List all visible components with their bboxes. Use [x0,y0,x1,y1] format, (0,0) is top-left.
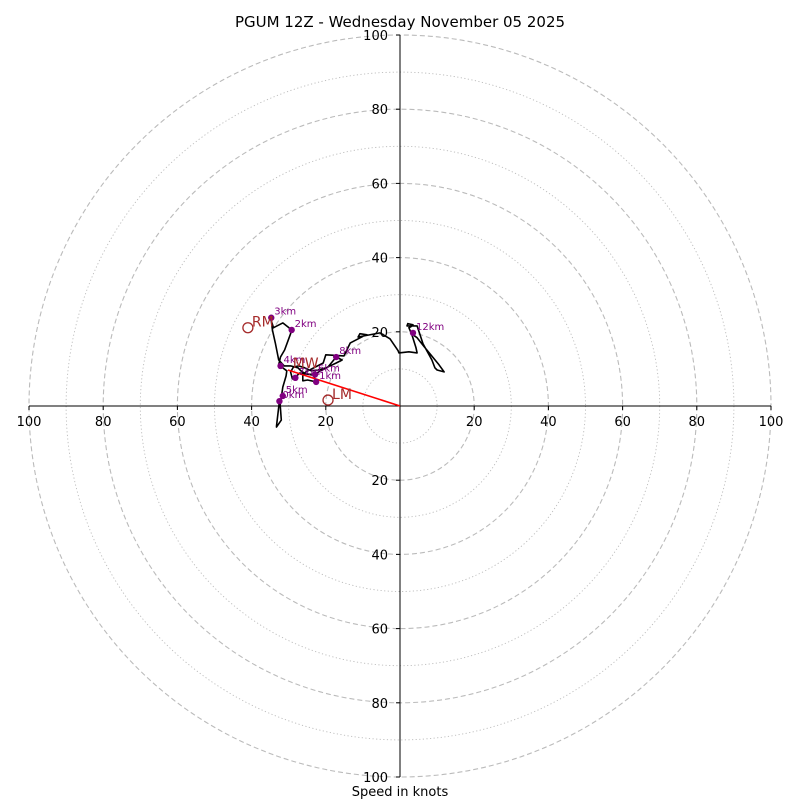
x-tick-label: 80 [95,415,112,430]
x-axis-label: Speed in knots [352,785,449,800]
km-label-12km: 12km [416,322,444,333]
km-marker-2km [288,326,295,334]
km-marker-8km [332,353,340,361]
tick-labels: 100 80 60 40 20 20 40 60 80 100100806040202040608… [17,29,784,786]
storm-motion-label-rm: RM [252,315,274,331]
wind-profile-trace [270,319,445,428]
shear-vector-layer [287,369,401,407]
x-tick-label: 20 [466,415,483,430]
y-tick-label: 60 [371,177,388,192]
storm-motion-label-lm: LM [332,387,352,403]
km-label-7km: 7km [298,367,320,378]
km-label-0km: 0km [282,390,304,401]
storm-motion-marker-lm [322,394,334,406]
km-label-8km: 8km [339,346,361,357]
km-label-1km: 1km [319,371,341,382]
km-marker-1km [312,378,320,386]
km-label-4km: 4km [284,355,306,366]
y-tick-label: 100 [363,771,388,786]
km-label-3km: 3km [274,307,296,318]
km-marker-5km [279,392,286,400]
y-tick-label: 20 [371,474,388,489]
x-tick-label: 100 [17,415,42,430]
y-tick-label: 40 [371,548,388,563]
km-marker-12km [409,329,417,337]
km-marker-4km [277,362,284,370]
storm-motion-label-mw: MW [293,356,319,372]
x-tick-label: 80 [689,415,706,430]
y-tick-label: 80 [371,697,388,712]
shear-vector-line [287,369,401,407]
x-tick-label: 60 [169,415,186,430]
y-tick-label: 100 [363,29,388,44]
km-label-6km: 6km [318,363,340,374]
x-tick-label: 40 [540,415,557,430]
km-marker-0km [276,397,283,405]
x-tick-label: 20 [318,415,335,430]
storm-motion-marker-rm [242,322,254,334]
chart-title: PGUM 12Z - Wednesday November 05 2025 [235,13,565,31]
x-tick-label: 60 [614,415,631,430]
x-tick-label: 100 [759,415,784,430]
km-marker-3km [268,314,275,321]
km-label-2km: 2km [295,319,317,330]
y-tick-label: 40 [371,252,388,267]
km-marker-6km [311,371,319,378]
storm-motion-markers: RM LM MW [242,315,352,406]
wind-trace-layer [270,319,445,428]
km-label-5km: 5km [286,385,308,396]
y-tick-label: 80 [371,103,388,118]
km-marker-7km [292,374,299,382]
x-tick-label: 40 [243,415,260,430]
y-tick-label: 60 [371,623,388,638]
